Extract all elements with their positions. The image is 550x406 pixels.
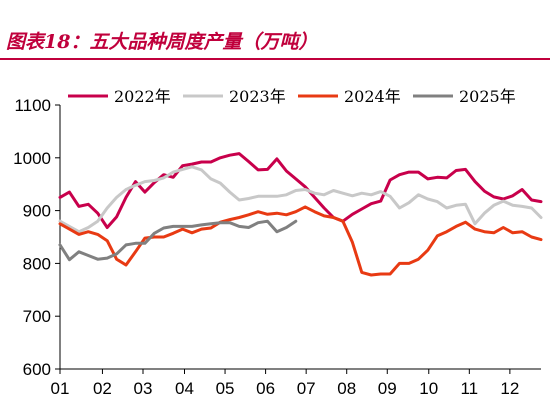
series-line-4: [58, 219, 298, 262]
x-tick-label: 11: [460, 379, 478, 398]
x-tick-label: 09: [378, 379, 397, 398]
y-tick-label: 700: [23, 307, 51, 326]
series-line-2: [58, 165, 543, 234]
x-tick-label: 05: [216, 379, 235, 398]
x-tick-label: 08: [337, 379, 356, 398]
title-divider: [0, 58, 550, 60]
x-tick-label: 07: [297, 379, 316, 398]
legend-label-1: 2022年: [114, 87, 171, 106]
chart-legend: 2022年 2023年 2024年 2025年: [68, 87, 516, 106]
x-tick-label: 10: [419, 379, 438, 398]
x-tick-label: 06: [256, 379, 275, 398]
x-axis-ticks: 01 02 03 04 05 06 07 08 09 10 11 12: [51, 369, 519, 398]
y-axis-ticks: 600 700 800 900 1000 1100: [13, 96, 60, 379]
legend-label-2: 2023年: [229, 87, 286, 106]
series-lines: [58, 152, 543, 277]
y-tick-label: 1100: [14, 96, 51, 115]
x-tick-label: 12: [500, 379, 519, 398]
x-tick-label: 02: [93, 379, 112, 398]
figure-header: 图表18：五大品种周度产量（万吨）: [0, 0, 550, 62]
legend-label-4: 2025年: [459, 87, 516, 106]
series-line-3: [58, 205, 543, 277]
figure-title: 图表18：五大品种周度产量（万吨）: [6, 31, 318, 53]
y-tick-label: 800: [23, 254, 51, 273]
x-tick-label: 04: [175, 379, 194, 398]
y-tick-label: 900: [23, 202, 51, 221]
legend-label-3: 2024年: [344, 87, 401, 106]
y-tick-label: 1000: [13, 149, 51, 168]
x-tick-label: 01: [51, 379, 70, 398]
series-line-1: [58, 152, 543, 229]
x-tick-label: 03: [134, 379, 153, 398]
chart-axes: [59, 105, 541, 370]
y-tick-label: 600: [23, 360, 51, 379]
